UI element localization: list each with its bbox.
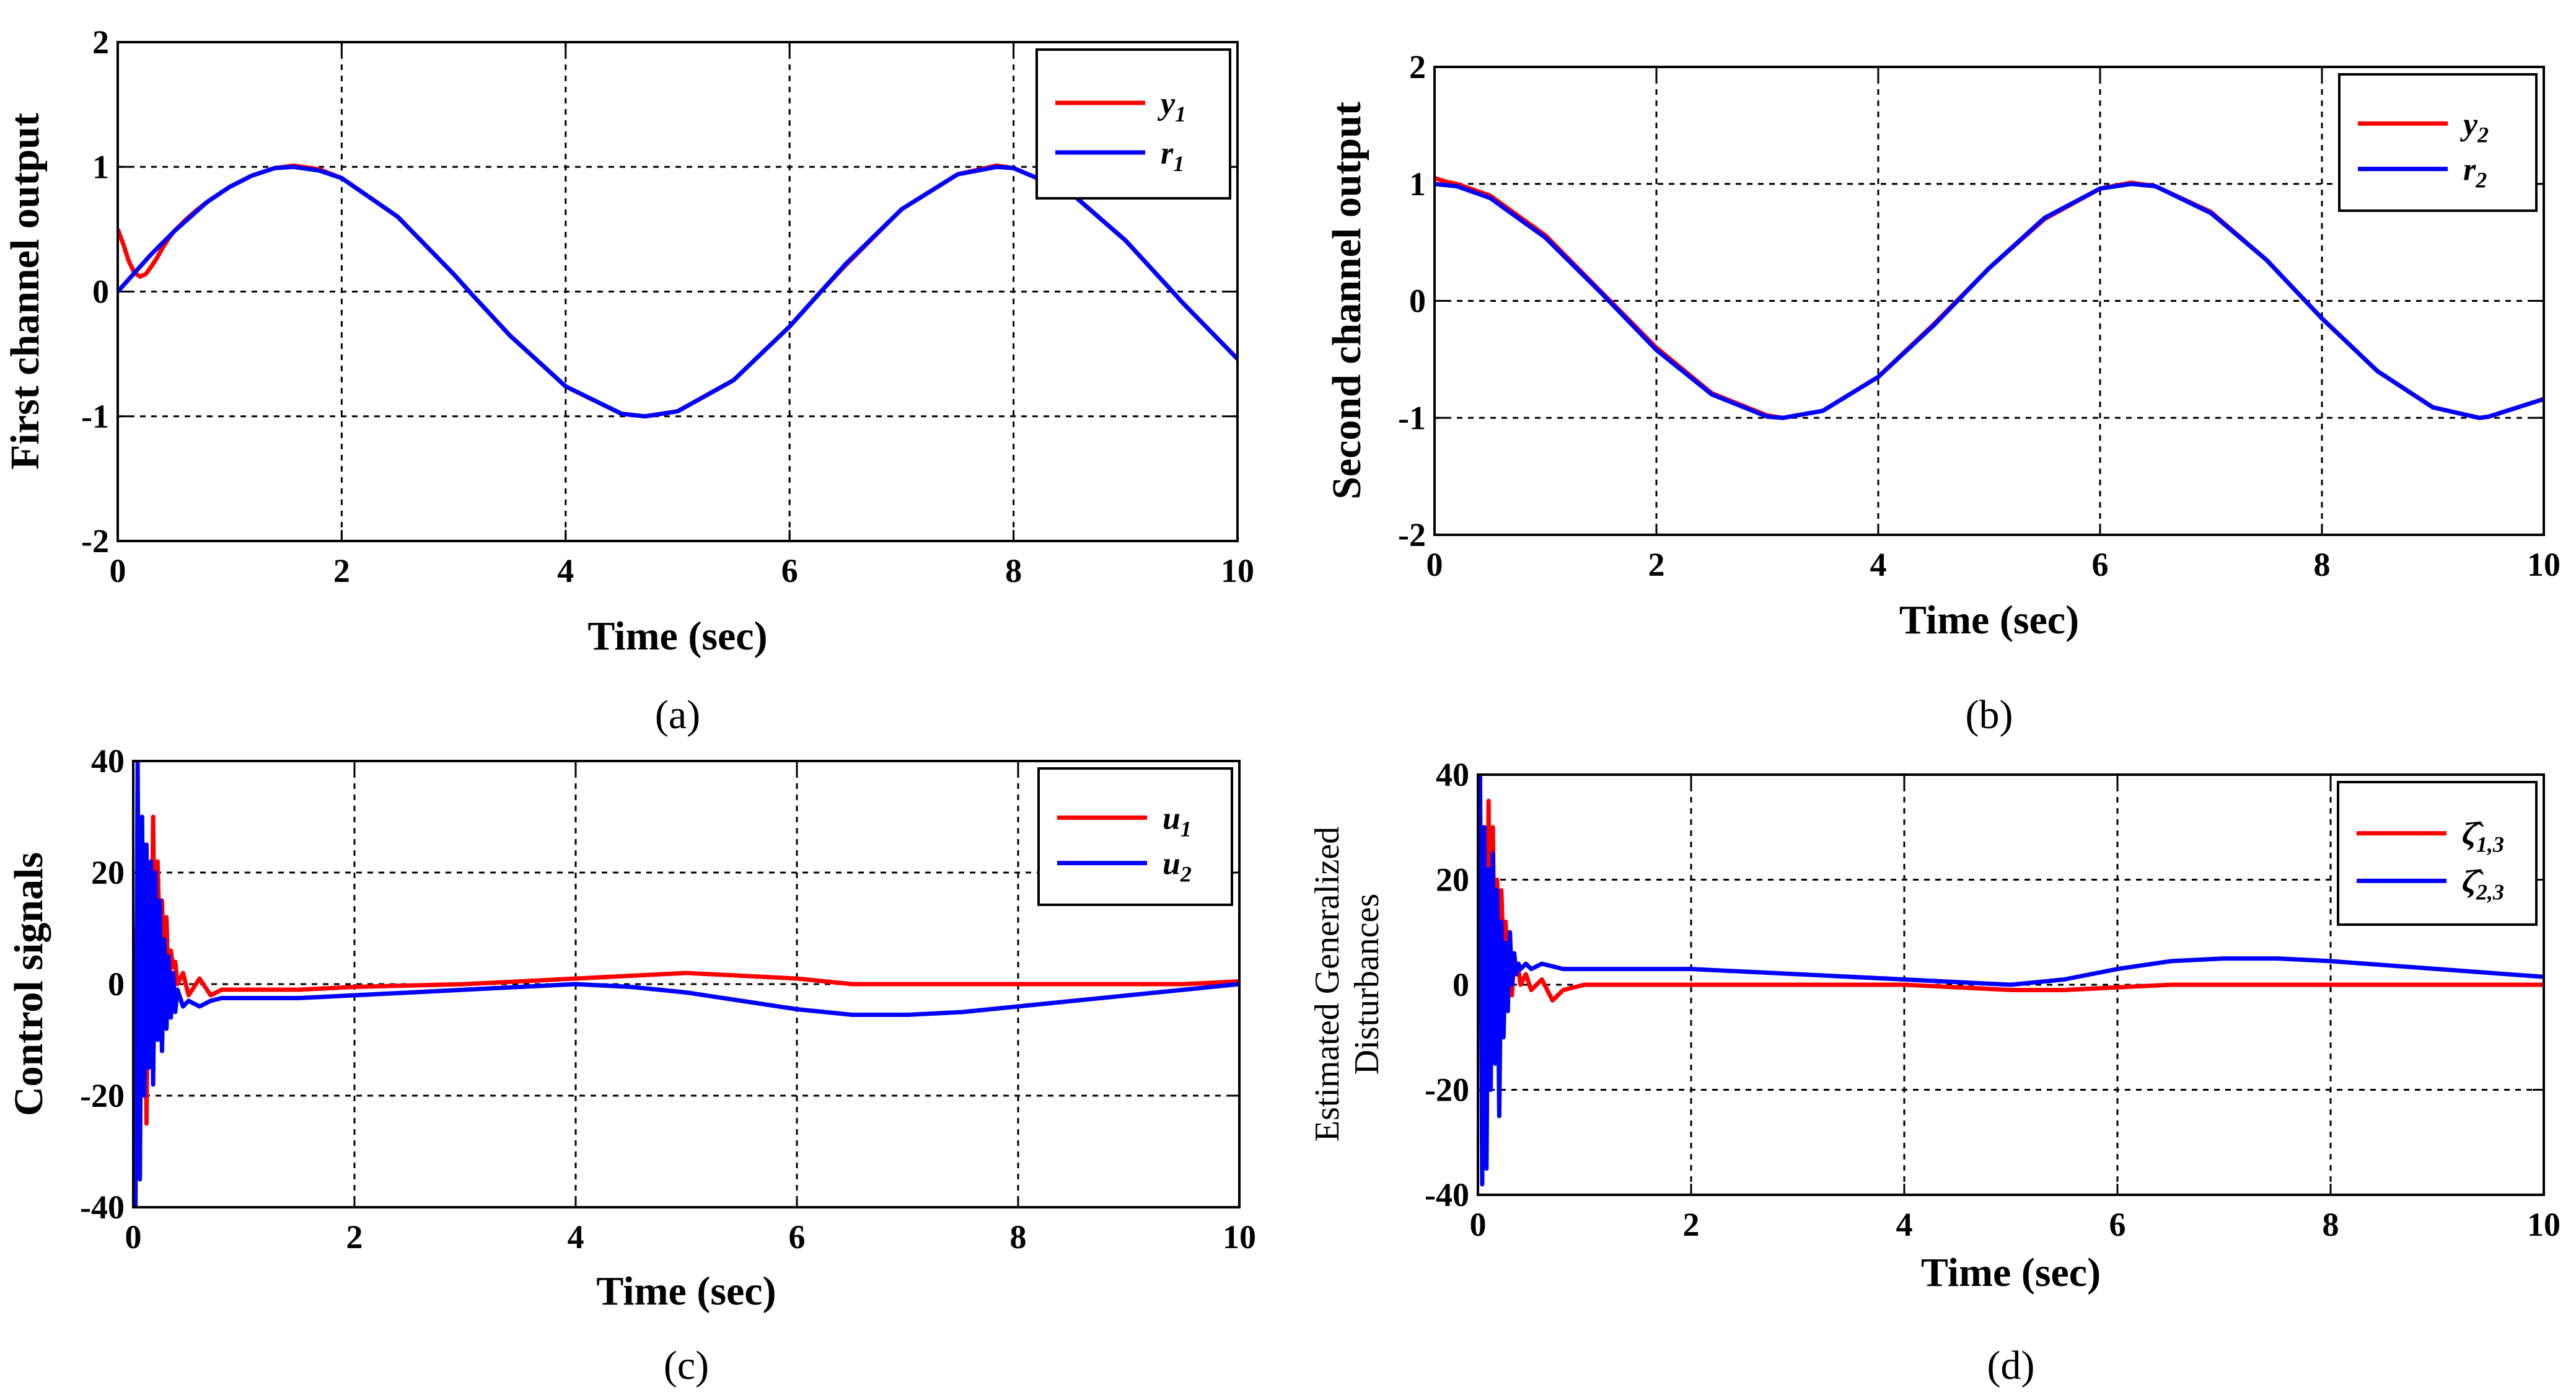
x-tick-label: 8: [1010, 1218, 1027, 1256]
y-tick-label: -20: [1425, 1072, 1469, 1109]
y-tick-label: 1: [92, 148, 109, 185]
legend-box: [1037, 767, 1233, 906]
series-line-u2: [133, 761, 1239, 1207]
x-tick-label: 6: [2109, 1206, 2126, 1243]
subfigure-caption: (c): [664, 1343, 709, 1388]
x-tick-label: 8: [2314, 546, 2331, 583]
x-tick-label: 0: [1470, 1206, 1487, 1243]
x-tick-label: 10: [1221, 552, 1254, 589]
x-tick-label: 2: [346, 1218, 363, 1256]
x-axis-label: Time (sec): [596, 1269, 776, 1314]
x-axis-label: Time (sec): [1921, 1250, 2101, 1295]
x-tick-label: 4: [1870, 546, 1887, 583]
y-tick-label: 2: [1409, 48, 1426, 86]
x-tick-label: 10: [1223, 1218, 1256, 1256]
y-tick-label: 0: [108, 966, 125, 1003]
chart-d: 0 2 4 6 8 10 -40 -20 0 20 40 ζ̂1,3ζ̂2,3 Time (sec) Es…: [1308, 756, 2561, 1388]
legend-box: [2338, 73, 2538, 212]
y-tick-label: 40: [91, 742, 125, 780]
y-tick-label: 0: [1453, 966, 1469, 1003]
y-tick-label: -20: [80, 1077, 125, 1114]
axes-frame: [1433, 66, 2545, 536]
legend-box: [2337, 781, 2538, 926]
x-tick-label: 4: [568, 1218, 584, 1256]
x-tick-label: 6: [2092, 546, 2109, 583]
series-line-r1: [118, 164, 1237, 419]
x-tick-label: 10: [2527, 1206, 2561, 1243]
subfigure-caption: (a): [655, 692, 700, 737]
y-axis-label: Control signals: [6, 852, 51, 1116]
x-tick-label: 10: [2527, 546, 2561, 583]
y-tick-label: -2: [1398, 516, 1426, 553]
legend-box: [1035, 48, 1231, 200]
y-tick-label: 0: [92, 273, 109, 310]
series-line-zz2-3: [1478, 775, 2544, 1187]
x-tick-label: 2: [333, 552, 350, 589]
legend: ζ̂1,3ζ̂2,3: [2337, 781, 2538, 926]
x-tick-label: 4: [557, 552, 574, 589]
y-tick-label: -1: [81, 398, 109, 435]
y-axis-label: Second channel output: [1324, 102, 1369, 499]
y-axis-label: Estimated GeneralizedDisturbances: [1308, 827, 1386, 1142]
y-tick-label: -40: [1425, 1176, 1469, 1213]
x-tick-label: 6: [789, 1218, 806, 1256]
y-tick-label: 1: [1409, 165, 1426, 203]
x-tick-label: 0: [110, 552, 126, 589]
x-tick-label: 2: [1648, 546, 1665, 583]
x-axis-label: Time (sec): [1899, 597, 2079, 643]
y-tick-label: 2: [92, 24, 109, 61]
x-tick-label: 2: [1683, 1206, 1700, 1243]
x-tick-label: 6: [781, 552, 798, 589]
axes-frame: [1477, 773, 2545, 1196]
axes-frame: [116, 41, 1239, 542]
x-axis-label: Time (sec): [587, 614, 767, 659]
y-tick-label: -40: [80, 1189, 125, 1226]
y-tick-label: -1: [1398, 399, 1426, 436]
y-axis-label: First channel output: [2, 113, 48, 470]
x-tick-label: 8: [1005, 552, 1022, 589]
y-tick-label: -2: [81, 522, 109, 560]
y-tick-label: 20: [91, 854, 125, 891]
y-tick-label: 40: [1436, 756, 1469, 793]
x-tick-label: 8: [2323, 1206, 2339, 1243]
x-tick-label: 0: [1426, 546, 1443, 583]
x-tick-label: 0: [125, 1218, 142, 1256]
y-tick-label: 0: [1409, 283, 1426, 320]
axes-frame: [132, 760, 1241, 1208]
subfigure-caption: (b): [1966, 692, 2013, 737]
x-tick-label: 4: [1896, 1206, 1913, 1243]
legend-label: y2: [2460, 107, 2489, 147]
subfigure-caption: (d): [1987, 1343, 2035, 1388]
series-line-r2: [1435, 182, 2544, 420]
y-tick-label: 20: [1436, 861, 1469, 899]
